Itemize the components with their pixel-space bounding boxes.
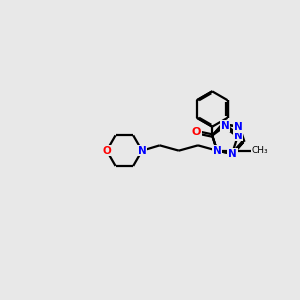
Text: N: N [213,146,221,156]
Text: N: N [213,146,221,156]
Text: N: N [228,149,237,159]
Text: O: O [102,146,111,156]
Text: N: N [221,121,230,131]
Text: N: N [138,146,146,156]
Text: O: O [192,127,201,137]
Text: N: N [234,130,242,140]
Text: CH₃: CH₃ [252,146,268,155]
Text: N: N [234,122,243,132]
